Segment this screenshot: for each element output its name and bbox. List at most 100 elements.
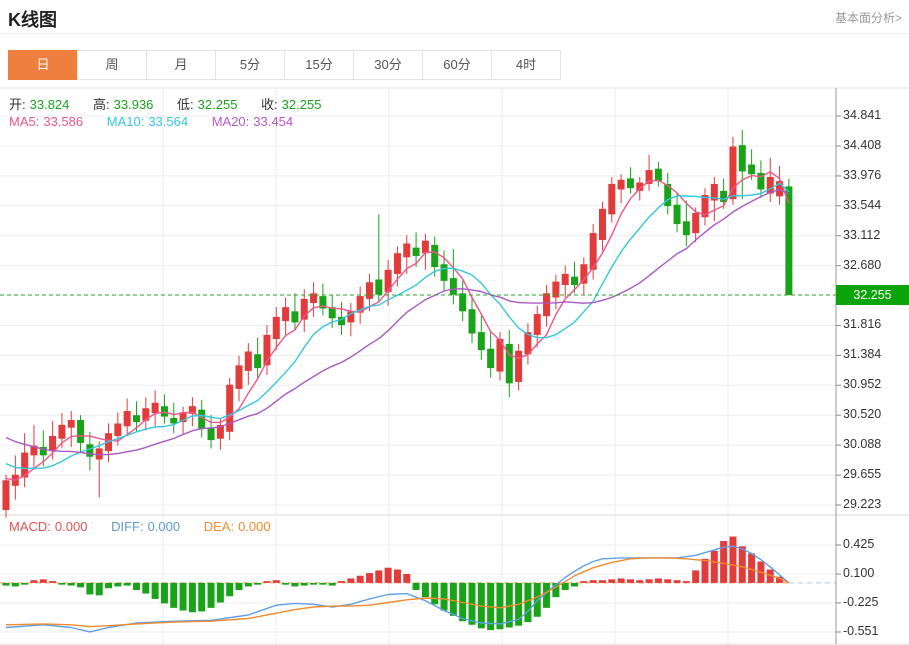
tab-30min[interactable]: 30分: [353, 50, 423, 80]
low-label: 低:: [177, 97, 194, 112]
macd-hist-bar: [95, 582, 103, 596]
price-axis-label: 33.976: [843, 167, 882, 182]
candle-body-up: [645, 170, 653, 184]
price-axis-label: 31.816: [843, 317, 882, 332]
macd-hist-bar: [254, 582, 262, 585]
diff-line: [5, 545, 790, 633]
close-value: 32.255: [281, 97, 322, 112]
candle-body-up: [608, 183, 616, 215]
tab-60min[interactable]: 60分: [422, 50, 492, 80]
candle-body-up: [95, 448, 103, 460]
macd-hist-bar: [2, 582, 10, 586]
macd-hist-bar: [738, 546, 746, 583]
candle-body-up: [365, 282, 373, 299]
candle-body-up: [67, 420, 75, 428]
macd-hist-bar: [30, 580, 38, 583]
candle-body-up: [580, 264, 588, 284]
candle-body-down: [682, 221, 690, 236]
macd-hist-bar: [384, 567, 392, 583]
candle-body-up: [21, 452, 29, 478]
macd-hist-bar: [86, 582, 94, 595]
candle-body-up: [776, 181, 784, 197]
macd-hist-bar: [105, 582, 113, 589]
candle-body-up: [179, 412, 187, 423]
macd-hist-bar: [123, 582, 131, 586]
candle-body-down: [505, 343, 513, 384]
candle-body-up: [244, 351, 252, 371]
dea-value: 0.000: [238, 519, 271, 534]
candle-body-up: [272, 316, 280, 340]
macd-hist-bar: [310, 582, 318, 585]
macd-hist-bar: [375, 570, 383, 583]
macd-hist-bar: [440, 582, 448, 611]
price-axis-label: 31.384: [843, 347, 882, 362]
macd-hist-bar: [636, 580, 644, 583]
candle-body-down: [449, 278, 457, 295]
macd-hist-bar: [179, 582, 187, 611]
tab-4hour[interactable]: 4时: [491, 50, 561, 80]
macd-hist-bar: [319, 582, 327, 585]
candle-body-down: [720, 190, 728, 202]
macd-label: MACD:: [9, 519, 51, 534]
tab-15min[interactable]: 15分: [284, 50, 354, 80]
tab-5min[interactable]: 5分: [215, 50, 285, 80]
candle-body-up: [235, 365, 243, 389]
macd-legend-bar: MACD: 0.000 DIFF: 0.000 DEA: 0.000: [9, 519, 275, 534]
candle-body-up: [496, 339, 504, 372]
macd-hist-bar: [412, 582, 420, 591]
macd-hist-bar: [198, 582, 206, 612]
ma20-value: 33.454: [253, 114, 294, 129]
macd-hist-bar: [160, 582, 168, 604]
candle-body-up: [710, 183, 718, 201]
macd-hist-bar: [328, 582, 336, 586]
candle-body-up: [58, 424, 66, 439]
candle-body-down: [86, 444, 94, 457]
macd-hist-bar: [654, 578, 662, 583]
candle-body-down: [328, 307, 336, 319]
candle-body-down: [291, 311, 299, 323]
tab-month[interactable]: 月: [146, 50, 216, 80]
candle-body-up: [384, 269, 392, 292]
macd-hist-bar: [673, 580, 681, 583]
macd-hist-bar: [77, 582, 85, 588]
candle-body-down: [654, 168, 662, 182]
macd-hist-bar: [710, 550, 718, 583]
macd-axis-label: -0.551: [843, 624, 879, 638]
macd-hist-bar: [496, 582, 504, 630]
candle-body-down: [626, 178, 634, 189]
last-price-badge: 32.255: [836, 285, 909, 306]
macd-hist-bar: [244, 582, 252, 587]
macd-hist-bar: [598, 580, 606, 583]
title-divider: [0, 33, 909, 34]
macd-hist-bar: [151, 582, 159, 599]
candle-body-up: [123, 411, 131, 427]
candle-body-up: [403, 243, 411, 258]
macd-hist-bar: [421, 582, 429, 598]
candle-body-down: [77, 420, 85, 443]
candle-body-down: [487, 348, 495, 369]
price-axis-label: 34.408: [843, 137, 882, 152]
candle-body-up: [216, 424, 224, 439]
macd-hist-bar: [431, 582, 439, 605]
candle-body-up: [701, 195, 709, 218]
tab-day[interactable]: 日: [8, 50, 78, 80]
macd-hist-bar: [356, 575, 364, 583]
candle-body-down: [254, 354, 262, 369]
macd-hist-bar: [58, 582, 66, 585]
dea-line: [5, 557, 790, 628]
candle-body-up: [188, 406, 196, 414]
candle-body-down: [748, 164, 756, 175]
macd-hist-bar: [571, 582, 579, 587]
tab-week[interactable]: 周: [77, 50, 147, 80]
macd-hist-bar: [449, 582, 457, 616]
candle-body-down: [319, 296, 327, 309]
ma-legend-bar: MA5: 33.586 MA10: 33.564 MA20: 33.454: [9, 114, 297, 129]
macd-hist-bar: [67, 582, 75, 586]
macd-hist-bar: [720, 540, 728, 583]
macd-hist-bar: [300, 582, 308, 586]
macd-hist-bar: [729, 536, 737, 583]
candle-body-up: [598, 208, 606, 241]
diff-label: DIFF:: [111, 519, 144, 534]
fundamental-analysis-link[interactable]: 基本面分析>: [834, 11, 902, 25]
